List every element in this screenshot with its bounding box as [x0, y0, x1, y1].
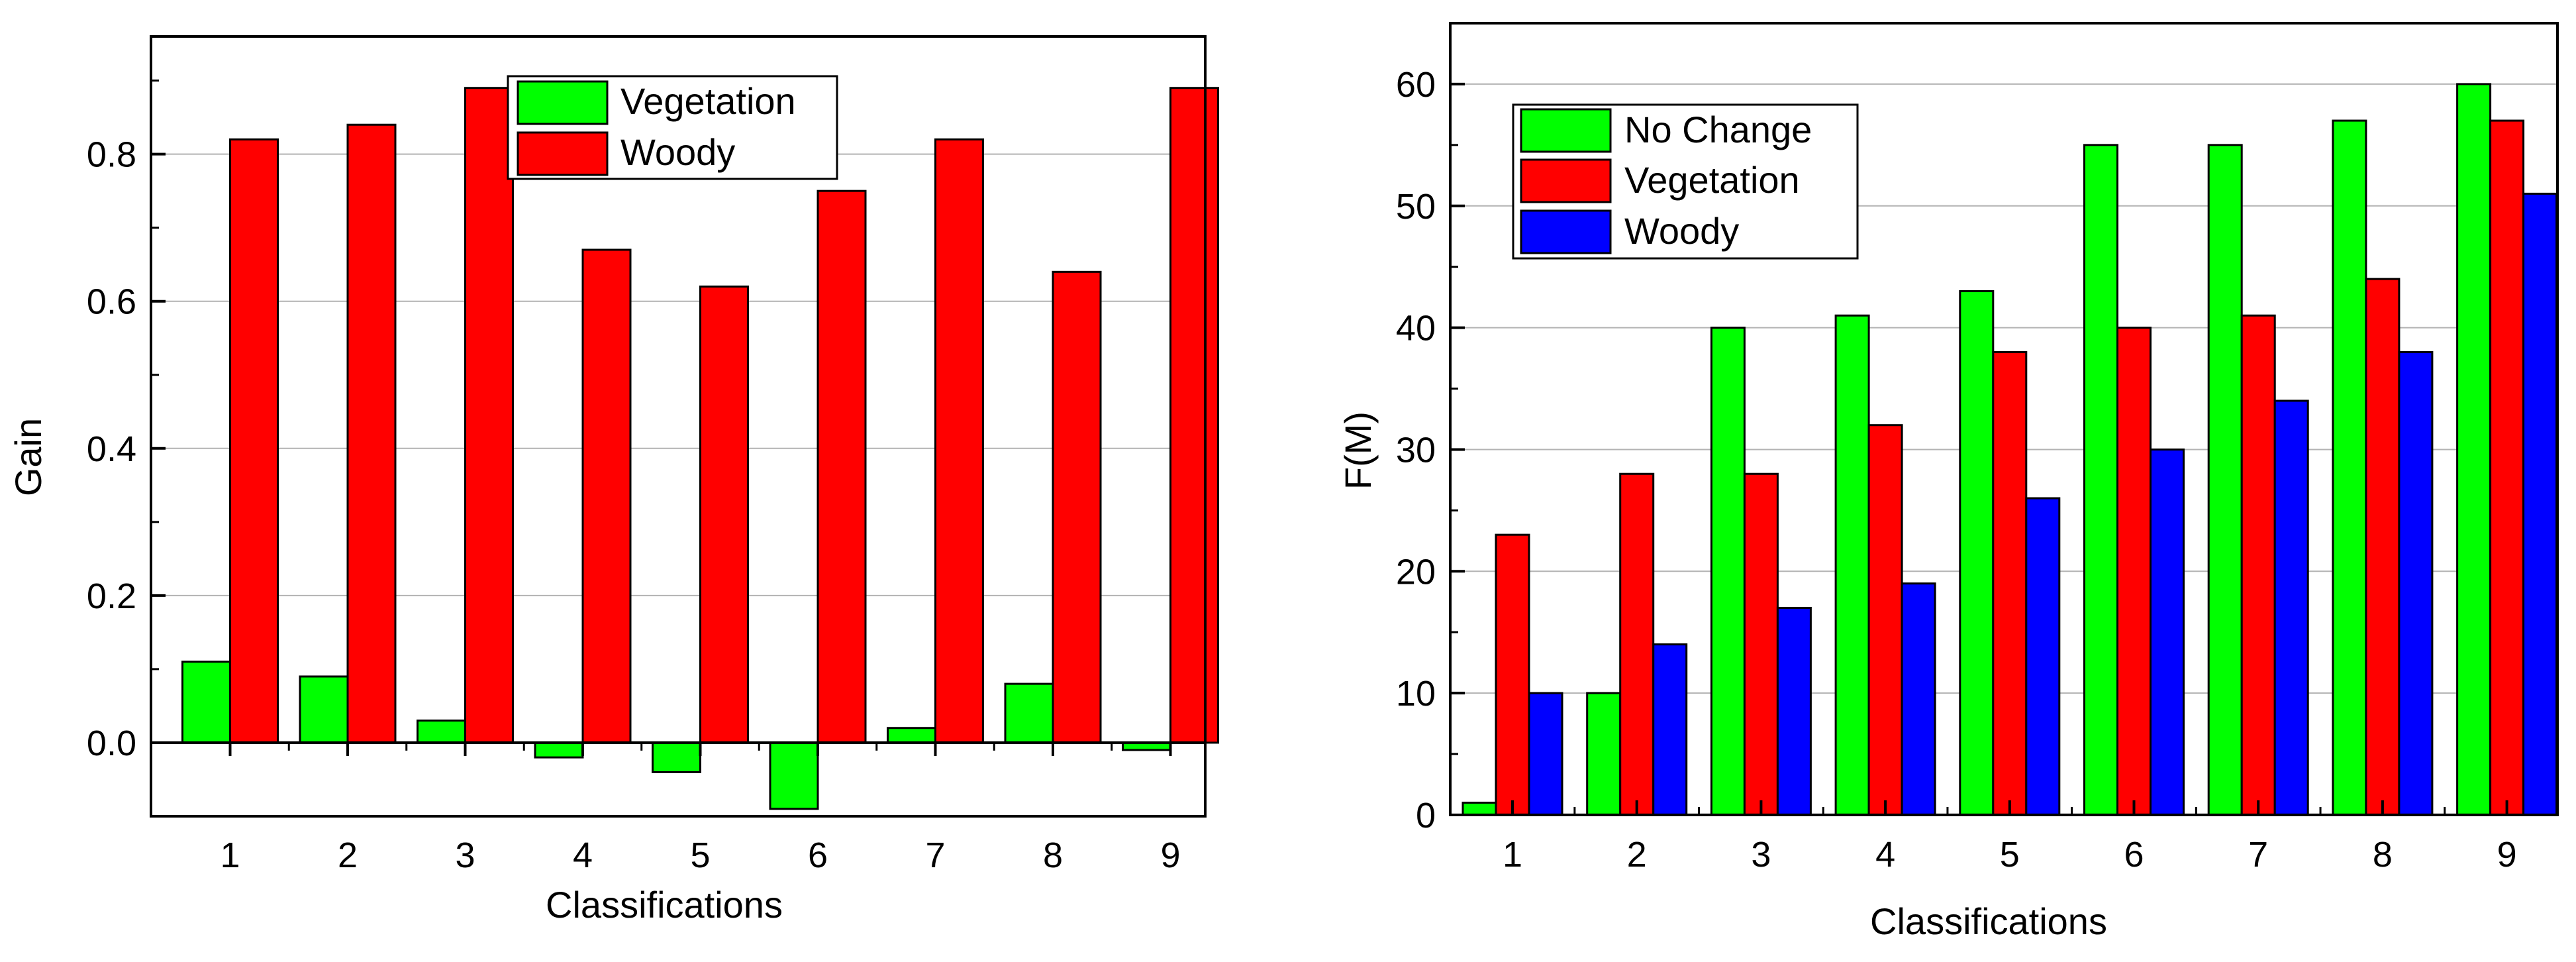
fm-x-tick-label: 7 — [2248, 835, 2268, 875]
fm-x-axis-label: Classifications — [1870, 900, 2107, 942]
gain-legend-label-vegetation: Vegetation — [620, 80, 796, 122]
fm-bar-no-change-6 — [2083, 144, 2118, 816]
gain-bar-vegetation-5 — [652, 741, 701, 773]
fm-legend-swatch-woody — [1520, 209, 1612, 254]
fm-bar-no-change-7 — [2207, 144, 2243, 816]
gain-x-tick-label: 1 — [220, 835, 240, 875]
gain-y-tick-label: 0.8 — [87, 135, 136, 175]
fm-y-tick-label: 40 — [1396, 309, 1436, 348]
fm-bar-no-change-4 — [1834, 314, 1870, 816]
fm-x-tick-label: 6 — [2124, 835, 2144, 875]
gain-bar-woody-8 — [1052, 270, 1102, 744]
fm-bar-vegetation-2 — [1619, 472, 1655, 816]
gain-ticks: 0.0 0.2 0.4 0.6 0.8 1 2 3 4 5 6 7 8 9 — [87, 80, 1181, 875]
fm-bar-vegetation-7 — [2240, 314, 2276, 816]
gain-bar-woody-1 — [229, 138, 279, 744]
fm-y-tick-label: 60 — [1396, 65, 1436, 105]
fm-x-tick-label: 2 — [1627, 835, 1647, 875]
gain-x-tick-label: 7 — [925, 835, 945, 875]
fm-x-tick-label: 1 — [1503, 835, 1522, 875]
fm-bar-woody-2 — [1652, 643, 1688, 816]
fm-bar-woody-6 — [2150, 448, 2185, 816]
fm-legend-label-woody: Woody — [1624, 210, 1739, 252]
fm-legend-swatch-no-change — [1520, 108, 1612, 153]
gain-x-tick-label: 3 — [455, 835, 475, 875]
gain-bar-woody-9 — [1169, 87, 1219, 744]
fm-bar-no-change-8 — [2332, 119, 2367, 816]
fm-bar-no-change-1 — [1461, 802, 1497, 816]
gain-x-tick-label: 6 — [808, 835, 828, 875]
gain-bar-vegetation-1 — [181, 661, 231, 744]
fm-bar-vegetation-9 — [2489, 119, 2525, 816]
fm-x-tick-label: 3 — [1751, 835, 1771, 875]
gain-bar-woody-2 — [346, 123, 397, 744]
fm-x-tick-label: 4 — [1875, 835, 1895, 875]
fm-bar-woody-3 — [1776, 606, 1812, 816]
fm-bar-vegetation-1 — [1495, 533, 1530, 816]
gain-bar-vegetation-8 — [1004, 682, 1054, 744]
fm-y-tick-label: 10 — [1396, 674, 1436, 714]
gain-y-tick-label: 0.0 — [87, 723, 136, 763]
fm-legend: No Change Vegetation Woody — [1512, 103, 1859, 260]
gain-bar-woody-4 — [581, 248, 632, 744]
gain-x-tick-label: 9 — [1160, 835, 1180, 875]
fm-y-tick-label: 20 — [1396, 552, 1436, 592]
fm-y-axis-label: F(M) — [1337, 411, 1379, 490]
fm-bar-no-change-2 — [1586, 692, 1622, 816]
gain-legend-swatch-vegetation — [517, 80, 609, 125]
fm-bar-vegetation-4 — [1867, 424, 1903, 816]
fm-bar-vegetation-3 — [1743, 472, 1779, 816]
gain-legend-swatch-woody — [517, 131, 609, 176]
fm-x-tick-label: 5 — [2000, 835, 2020, 875]
fm-x-tick-label: 8 — [2373, 835, 2393, 875]
fm-y-tick-label: 0 — [1416, 796, 1436, 835]
fm-bar-no-change-3 — [1710, 327, 1746, 816]
gain-x-tick-label: 2 — [338, 835, 358, 875]
fm-ticks: 0 10 20 30 40 50 60 1 2 3 4 5 6 7 8 9 — [1396, 22, 2517, 875]
fm-bar-woody-8 — [2398, 350, 2434, 816]
gain-x-tick-label: 5 — [690, 835, 710, 875]
fm-plot-frame — [1449, 22, 2559, 816]
fm-bar-woody-5 — [2025, 497, 2061, 816]
gain-bar-woody-7 — [934, 138, 984, 744]
fm-y-tick-label: 50 — [1396, 187, 1436, 227]
gain-legend: Vegetation Woody — [507, 75, 838, 180]
gain-x-axis-label: Classifications — [546, 884, 783, 926]
fm-y-tick-label: 30 — [1396, 430, 1436, 470]
fm-chart: 0 10 20 30 40 50 60 1 2 3 4 5 6 7 8 9 Classifications F… — [1337, 22, 2559, 942]
fm-bar-no-change-5 — [1959, 290, 1995, 816]
gain-bar-vegetation-6 — [769, 741, 819, 810]
fm-bar-vegetation-8 — [2365, 278, 2401, 816]
fm-legend-label-no-change: No Change — [1624, 109, 1812, 150]
gain-bar-woody-5 — [699, 286, 749, 744]
gain-y-tick-label: 0.6 — [87, 282, 136, 322]
gain-y-tick-label: 0.4 — [87, 429, 136, 469]
fm-bar-woody-1 — [1528, 692, 1563, 816]
gain-x-tick-label: 8 — [1043, 835, 1063, 875]
gain-bar-vegetation-4 — [534, 741, 584, 759]
gain-bar-woody-3 — [464, 87, 514, 744]
fm-x-tick-label: 9 — [2497, 835, 2517, 875]
fm-bar-woody-4 — [1901, 582, 1936, 816]
fm-bar-woody-9 — [2522, 192, 2558, 816]
gain-y-tick-label: 0.2 — [87, 576, 136, 616]
gain-bar-vegetation-2 — [299, 675, 349, 744]
fm-legend-label-vegetation: Vegetation — [1624, 159, 1800, 201]
fm-bar-vegetation-5 — [1992, 350, 2028, 816]
fm-bar-no-change-9 — [2456, 83, 2492, 816]
fm-bar-woody-7 — [2273, 400, 2309, 816]
gain-legend-label-woody: Woody — [620, 131, 735, 173]
gain-plot-frame — [150, 35, 1207, 818]
gain-y-axis-label: Gain — [7, 418, 49, 496]
gain-bar-woody-6 — [817, 189, 867, 744]
gain-chart: 0.0 0.2 0.4 0.6 0.8 1 2 3 4 5 6 7 8 9 Classifications… — [7, 35, 1219, 926]
gain-bar-vegetation-7 — [887, 727, 936, 744]
gain-x-tick-label: 4 — [573, 835, 593, 875]
fm-legend-swatch-vegetation — [1520, 158, 1612, 203]
gain-bar-vegetation-3 — [417, 720, 466, 744]
gain-gridlines — [151, 153, 1205, 596]
fm-bar-vegetation-6 — [2116, 327, 2152, 816]
